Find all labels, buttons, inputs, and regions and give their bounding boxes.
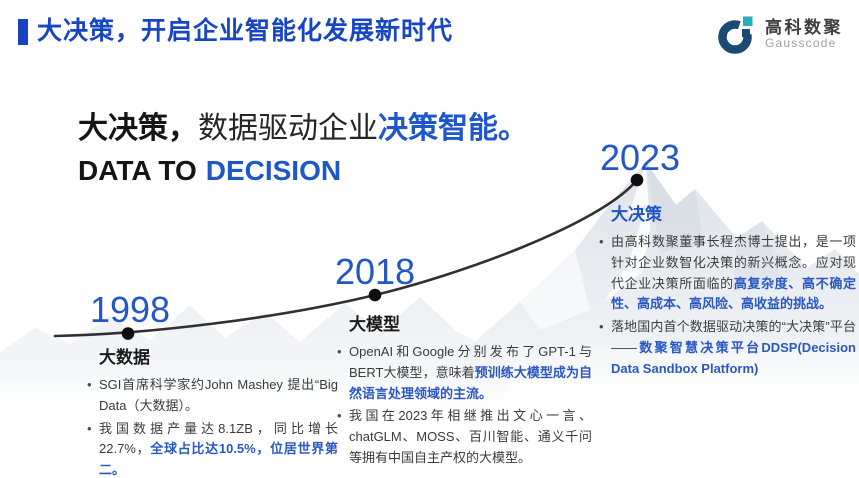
logo-navy-square: [742, 29, 750, 37]
headline-line1: 大决策，数据驱动企业决策智能。: [78, 110, 528, 148]
peak-shadow-facet: [646, 162, 704, 252]
headline-sub-bold: DATA TO: [78, 154, 197, 186]
bullet-item: OpenAI和Google分别发布了GPT-1与BERT大模型，意味着预训练大模…: [336, 342, 592, 404]
headline-regular: 数据驱动企业: [198, 112, 378, 145]
dot-2018: [368, 288, 382, 302]
milestone-1998: 大数据 SGI首席科学家约John Mashey 提出“Big Data（大数据）…: [86, 343, 338, 478]
headline-line2: DATA TO DECISION: [78, 154, 528, 188]
logo-g-ring: [718, 20, 752, 54]
bullet-item: 我国在2023年相继推出文心一言、chatGLM、MOSS、百川智能、通义千问等…: [336, 406, 592, 468]
gausscode-logo: 高科数聚 Gausscode: [718, 14, 843, 54]
logo-name-en: Gausscode: [765, 36, 837, 51]
headline-bold: 大决策，: [78, 112, 198, 145]
milestone-heading: 大决策: [611, 205, 662, 224]
dot-1998: [121, 327, 135, 340]
headline-sub-accent: DECISION: [205, 154, 342, 186]
timeline-year-2018: 2018: [334, 251, 416, 292]
milestone-heading: 大数据: [99, 348, 150, 367]
page-title: 大决策，开启企业智能化发展新时代: [37, 17, 454, 45]
milestone-bullets: SGI首席科学家约John Mashey 提出“Big Data（大数据）。我国…: [86, 375, 338, 478]
dot-2023: [630, 173, 644, 187]
milestone-2023: 大决策由高科数聚董事长程杰博士提出，是一项针对企业数智化决策的新兴概念。应对现代…: [598, 200, 856, 382]
logo-name-cn: 高科数聚: [765, 17, 843, 37]
bullet-item: SGI首席科学家约John Mashey 提出“Big Data（大数据）。: [86, 375, 338, 417]
milestone-2018: 大模型 OpenAI和Google分别发布了GPT-1与BERT大模型，意味着预训…: [336, 310, 592, 471]
milestone-bullets: 由高科数聚董事长程杰博士提出，是一项针对企业数智化决策的新兴概念。应对现代企业决…: [598, 232, 856, 380]
title-accent-bar: [18, 18, 28, 45]
bullet-item: 落地国内首个数据驱动决策的“大决策”平台——数聚智慧决策平台DDSP(Decis…: [598, 317, 856, 379]
bullet-item: 我国数据产量达8.1ZB，同比增长22.7%，全球占比达10.5%，位居世界第二…: [86, 419, 338, 478]
logo-text: 高科数聚 Gausscode: [765, 18, 843, 51]
bullet-item: 由高科数聚董事长程杰博士提出，是一项针对企业数智化决策的新兴概念。应对现代企业决…: [598, 232, 856, 315]
ridge-snow-facet: [520, 250, 590, 330]
timeline-year-2023: 2023: [599, 137, 681, 178]
milestone-bullets: OpenAI和Google分别发布了GPT-1与BERT大模型，意味着预训练大模…: [336, 342, 592, 469]
logo-teal-square: [743, 16, 753, 26]
gausscode-logo-icon: [718, 16, 753, 54]
header: 大决策，开启企业智能化发展新时代: [18, 17, 454, 46]
timeline-year-1998: 1998: [89, 289, 171, 330]
headline: 大决策，数据驱动企业决策智能。 DATA TO DECISION: [78, 110, 528, 187]
headline-accent: 决策智能。: [378, 112, 528, 145]
milestone-heading: 大模型: [349, 315, 400, 334]
